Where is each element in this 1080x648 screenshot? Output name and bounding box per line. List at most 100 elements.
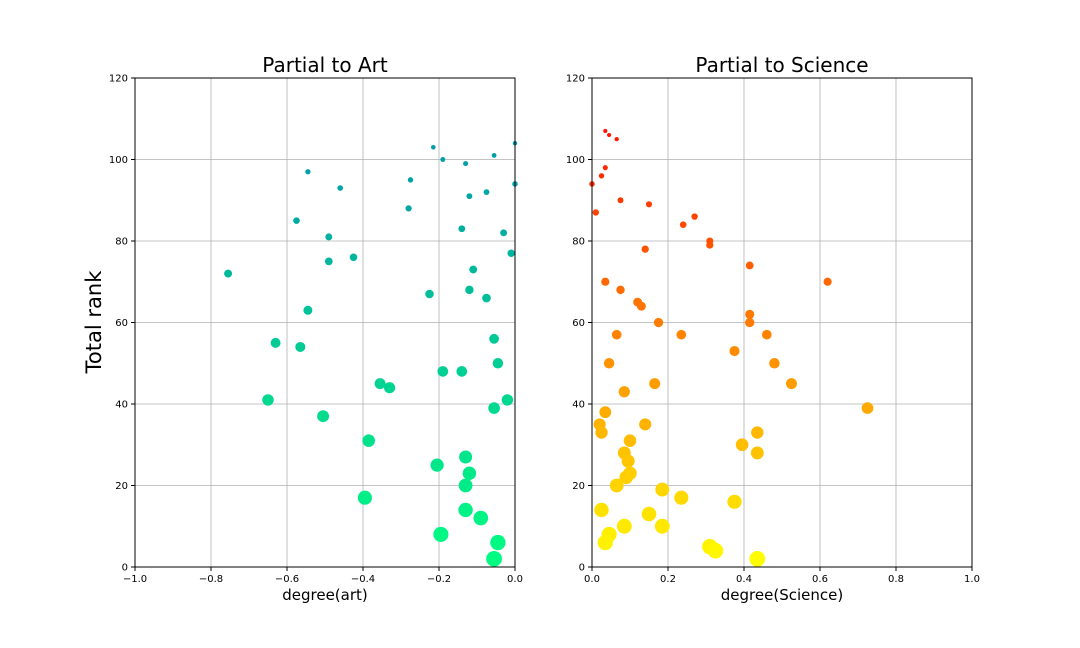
data-point <box>616 518 632 534</box>
data-point <box>459 450 473 464</box>
data-point <box>462 466 477 480</box>
data-point <box>224 269 233 278</box>
data-point <box>437 366 449 377</box>
data-point <box>786 378 797 390</box>
y-tick-label: 120 <box>566 74 585 85</box>
data-point <box>823 277 832 286</box>
data-point <box>349 253 358 262</box>
data-point <box>691 213 698 220</box>
x-tick-label: 0.6 <box>812 574 828 585</box>
x-tick-label: 0.0 <box>507 574 523 585</box>
grid-art <box>134 77 516 568</box>
data-point <box>623 434 637 447</box>
data-point <box>295 341 306 352</box>
plot-frame-art <box>134 77 516 568</box>
data-point <box>654 518 670 534</box>
data-point <box>270 337 281 348</box>
data-point <box>676 329 687 340</box>
data-point <box>603 358 615 369</box>
x-tick-label: −0.6 <box>275 574 299 585</box>
x-tick-label: −0.2 <box>427 574 451 585</box>
data-point <box>465 285 474 295</box>
data-point <box>745 309 755 319</box>
data-point <box>488 402 500 414</box>
data-point <box>598 173 605 179</box>
data-point <box>707 542 724 559</box>
data-point <box>861 402 874 414</box>
data-point <box>491 153 497 158</box>
chart-art: Partial to Art degree(art) −1.0 −0.8 −0.6 −… <box>109 53 523 604</box>
data-point <box>458 502 473 518</box>
y-tick-label: 0 <box>579 563 585 574</box>
x-tick-label: −0.4 <box>351 574 375 585</box>
data-point <box>639 418 652 431</box>
data-point <box>501 394 514 406</box>
data-point <box>645 201 653 208</box>
points-science <box>589 128 874 567</box>
data-point <box>619 470 633 485</box>
data-point <box>486 550 502 567</box>
data-point <box>745 261 754 270</box>
data-point <box>599 406 612 419</box>
data-point <box>473 510 489 526</box>
y-tick-label: 20 <box>115 481 128 492</box>
data-point <box>433 526 449 542</box>
data-point <box>469 265 478 274</box>
plot-frame-science <box>591 77 973 568</box>
data-point <box>636 301 646 311</box>
data-point <box>362 434 375 447</box>
y-tick-label: 0 <box>122 563 128 574</box>
data-point <box>761 329 772 340</box>
data-point <box>602 165 608 171</box>
data-point <box>430 458 444 472</box>
y-tick-label: 40 <box>572 400 585 411</box>
x-tick-label: 0.4 <box>736 574 752 585</box>
data-point <box>621 454 635 468</box>
data-point <box>490 534 506 551</box>
y-tick-label: 80 <box>572 237 585 248</box>
x-tick-label: 1.0 <box>964 574 980 585</box>
data-point <box>440 157 446 162</box>
chart-title-science: Partial to Science <box>695 53 868 77</box>
data-point <box>603 128 608 134</box>
data-point <box>649 378 661 390</box>
data-point <box>357 490 372 505</box>
data-point <box>769 358 780 369</box>
y-axis-label: Total rank <box>82 270 106 375</box>
data-point <box>674 490 689 505</box>
x-tick-label: 0.2 <box>660 574 676 585</box>
data-point <box>458 478 473 493</box>
data-point <box>745 317 755 328</box>
data-point <box>592 209 599 216</box>
data-point <box>483 189 490 195</box>
data-point <box>405 205 412 212</box>
data-point <box>750 446 764 460</box>
y-tick-label: 60 <box>115 318 128 329</box>
data-point <box>293 217 300 224</box>
data-point <box>594 502 609 518</box>
data-point <box>727 494 742 509</box>
y-tick-label: 20 <box>572 481 585 492</box>
data-point <box>618 386 630 398</box>
data-point <box>489 333 499 344</box>
data-point <box>425 289 434 299</box>
data-point <box>317 410 330 423</box>
data-point <box>617 197 624 204</box>
data-point <box>262 394 274 406</box>
chart-title-art: Partial to Art <box>262 53 388 77</box>
data-point <box>492 358 504 369</box>
data-point <box>384 382 396 394</box>
y-tick-label: 100 <box>566 155 585 166</box>
data-point <box>735 438 749 452</box>
y-tick-label: 100 <box>109 155 128 166</box>
data-point <box>507 249 515 257</box>
y-tick-label: 80 <box>115 237 128 248</box>
y-tick-label: 40 <box>115 400 128 411</box>
data-point <box>456 366 468 377</box>
data-point <box>751 426 764 439</box>
data-point <box>374 378 386 390</box>
data-point <box>324 257 333 266</box>
data-point <box>614 136 619 142</box>
data-point <box>500 229 508 237</box>
